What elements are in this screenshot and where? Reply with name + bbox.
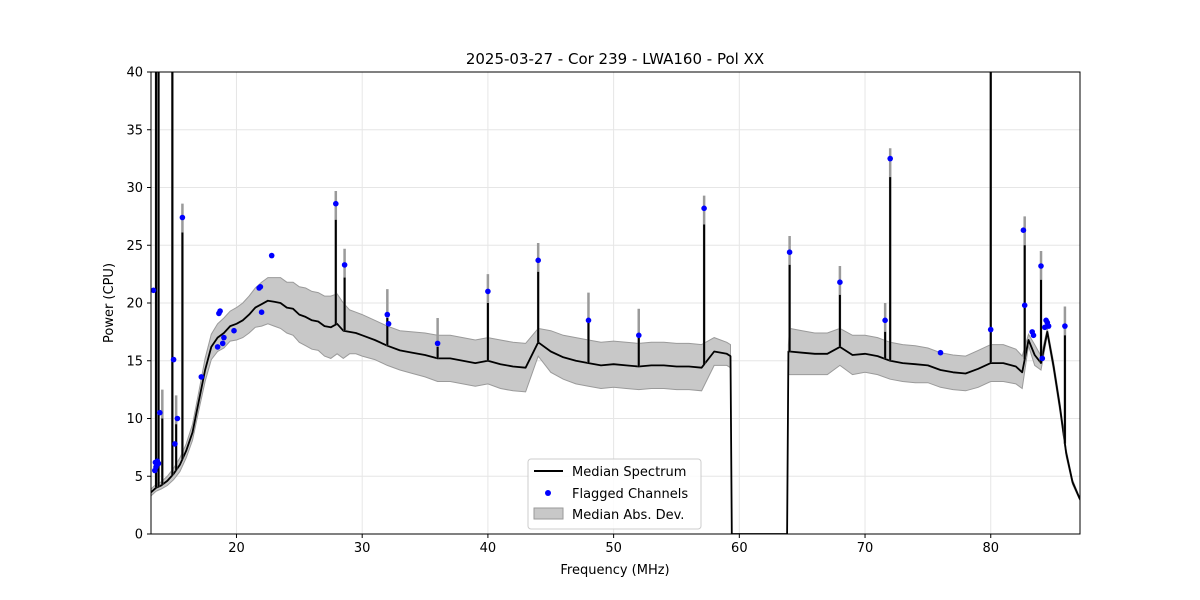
flagged-point [221, 334, 227, 341]
y-tick-label: 30 [126, 181, 143, 196]
y-tick-label: 20 [126, 297, 143, 312]
flagged-point [937, 349, 944, 356]
flagged-point [1062, 323, 1068, 329]
flagged-point [535, 257, 541, 264]
flagged-point [155, 460, 162, 467]
flagged-point [219, 340, 226, 347]
flagged-point [214, 344, 221, 350]
y-tick-label: 40 [126, 66, 143, 81]
median-spectrum-line [151, 299, 1080, 534]
flagged-point [157, 409, 163, 416]
flagged-point [434, 340, 441, 347]
legend-swatch-flagged [545, 490, 551, 496]
flagged-point [485, 288, 491, 295]
flagged-point [701, 205, 707, 212]
flagged-point [150, 287, 157, 294]
flagged-point [1039, 355, 1046, 362]
x-tick-label: 30 [354, 541, 371, 556]
flagged-point [837, 279, 843, 286]
flagged-point [987, 326, 994, 333]
flagged-point [341, 262, 348, 268]
flagged-point [258, 309, 265, 316]
legend-label-mad: Median Abs. Dev. [572, 508, 684, 523]
flagged-point [636, 332, 642, 339]
flagged-point [585, 317, 592, 324]
flagged-point [1021, 302, 1028, 309]
legend-label-median: Median Spectrum [572, 465, 686, 480]
legend-label-flagged: Flagged Channels [572, 487, 688, 502]
flagged-point [786, 249, 793, 255]
x-axis-ticks: 20 30 40 50 60 70 80 [228, 534, 999, 556]
y-tick-label: 15 [126, 354, 143, 369]
flagged-point [257, 284, 264, 290]
flagged-point [198, 374, 205, 380]
x-tick-label: 80 [982, 541, 999, 556]
y-axis-label: Power (CPU) [102, 263, 117, 343]
flagged-point [170, 356, 177, 363]
legend-box [527, 458, 702, 530]
x-tick-label: 60 [731, 541, 748, 556]
mad-band [787, 327, 1080, 501]
flagged-point [172, 441, 178, 447]
flagged-point [333, 200, 339, 207]
flagged-point [174, 415, 181, 422]
flagged-point [179, 214, 186, 221]
x-tick-label: 50 [605, 541, 622, 556]
flagged-point [384, 311, 391, 318]
y-tick-label: 10 [126, 412, 143, 427]
flagged-point [1045, 323, 1052, 329]
y-tick-label: 25 [126, 239, 143, 254]
legend: Median Spectrum Flagged Channels Median … [527, 458, 702, 530]
flagged-point [882, 317, 888, 324]
y-tick-label: 0 [135, 528, 143, 543]
flagged-point [268, 252, 275, 259]
flagged-points-layer [150, 155, 1068, 474]
legend-swatch-mad [533, 507, 564, 520]
flagged-point [1038, 263, 1044, 269]
x-axis-label: Frequency (MHz) [560, 563, 669, 578]
y-axis-ticks: 0 5 10 15 20 25 30 35 40 [126, 66, 151, 543]
chart-title: 2025-03-27 - Cor 239 - LWA160 - Pol XX [466, 50, 764, 68]
flagged-point [1030, 332, 1037, 339]
y-tick-label: 5 [135, 470, 143, 485]
x-tick-label: 20 [228, 541, 245, 556]
flagged-point [385, 321, 392, 327]
x-tick-label: 70 [857, 541, 874, 556]
x-tick-label: 40 [480, 541, 497, 556]
flagged-point [231, 327, 237, 334]
flagged-point [887, 155, 893, 162]
flagged-point [217, 308, 223, 314]
median-line-layer [151, 72, 1080, 534]
y-tick-label: 35 [126, 123, 143, 138]
flagged-point [1020, 227, 1027, 233]
